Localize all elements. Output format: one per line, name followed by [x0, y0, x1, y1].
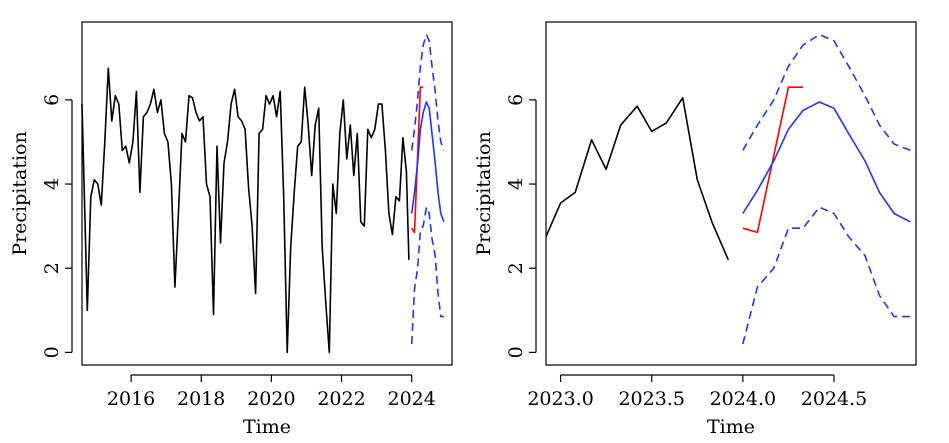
y-tick-label: 0 [505, 346, 527, 358]
x-tick-label: 2024.0 [710, 388, 776, 410]
series-line-2-1 [545, 97, 730, 261]
x-tick-label: 2024 [387, 388, 435, 410]
series-line-2-2 [742, 86, 803, 234]
y-axis-title: Precipitation [9, 131, 31, 255]
x-tick-label: 2018 [177, 388, 225, 410]
y-tick-label: 2 [41, 262, 63, 274]
y-axis-title: Precipitation [473, 131, 495, 255]
y-tick-label: 0 [41, 346, 63, 358]
plot-frame-2 [545, 21, 917, 366]
series-line-2-4 [742, 33, 911, 152]
plot-frame-1 [81, 21, 453, 366]
y-tick-label: 4 [41, 178, 63, 190]
series-line-2-5 [742, 206, 911, 345]
x-tick-label: 2023.0 [527, 388, 593, 410]
series-line-1-1 [81, 67, 410, 354]
y-tick-label: 2 [505, 262, 527, 274]
x-tick-label: 2024.5 [801, 388, 867, 410]
y-tick-label: 4 [505, 178, 527, 190]
y-tick-label: 6 [505, 94, 527, 106]
series-line-1-3 [410, 101, 445, 223]
x-tick-label: 2022 [317, 388, 365, 410]
series-line-1-4 [410, 33, 445, 151]
series-line-2-3 [742, 101, 911, 223]
x-tick-label: 2020 [247, 388, 295, 410]
x-axis-title: Time [707, 416, 755, 438]
x-axis-title: Time [243, 416, 291, 438]
x-tick-label: 2016 [107, 388, 155, 410]
series-line-1-5 [410, 206, 444, 345]
x-tick-label: 2023.5 [618, 388, 684, 410]
y-tick-label: 6 [41, 94, 63, 106]
